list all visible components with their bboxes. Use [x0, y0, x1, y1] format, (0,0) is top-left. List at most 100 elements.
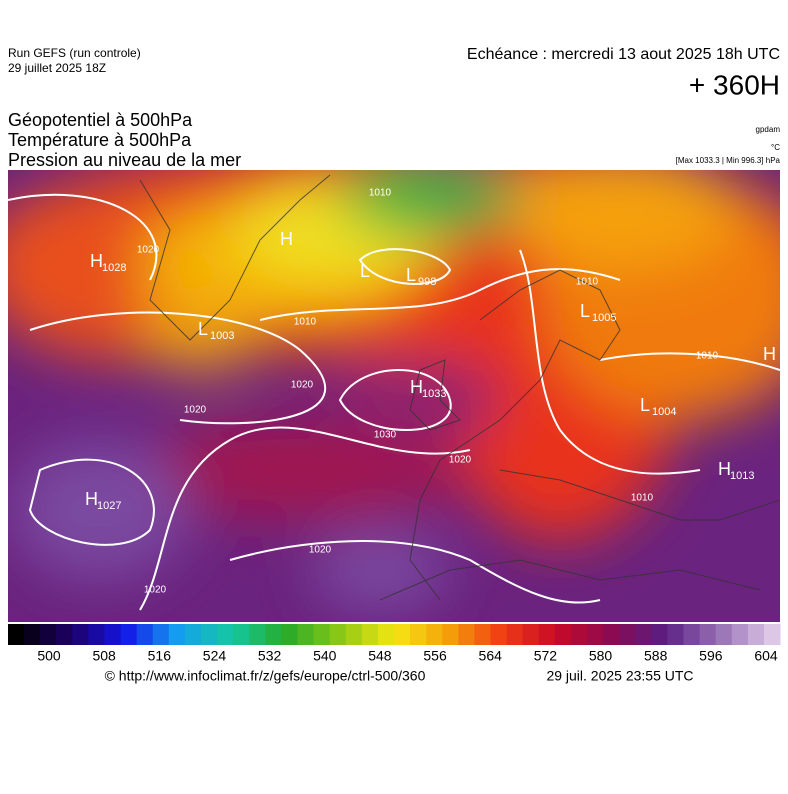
colorbar-swatch	[8, 624, 25, 645]
isobar-label: 1010	[696, 351, 719, 362]
colorbar-swatch	[506, 624, 524, 645]
colorbar-swatch	[458, 624, 475, 645]
system-label: H	[90, 251, 103, 271]
colorbar-swatch	[426, 624, 443, 645]
colorbar-swatch	[554, 624, 572, 645]
colorbar-tick-label: 516	[148, 648, 172, 664]
colorbar-swatch	[265, 624, 282, 645]
system-pressure: 1033	[422, 388, 446, 400]
colorbar-swatch	[667, 624, 684, 645]
colorbar-swatch	[329, 624, 347, 645]
system-pressure: 1003	[210, 330, 234, 342]
colorbar-swatch	[120, 624, 138, 645]
colorbar-swatch	[297, 624, 315, 645]
colorbar-swatch	[394, 624, 411, 645]
colorbar-swatch	[747, 624, 765, 645]
colorbar-swatch	[731, 624, 749, 645]
isobar-label: 1030	[374, 430, 397, 441]
colorbar-swatch	[442, 624, 459, 645]
colorbar-tick-label: 580	[589, 648, 613, 664]
colorbar-tick-label: 564	[479, 648, 503, 664]
system-label: L	[198, 319, 208, 339]
colorbar-swatch	[410, 624, 427, 645]
system-label: H	[410, 377, 423, 397]
colorbar-swatch	[152, 624, 170, 645]
colorbar-swatch	[313, 624, 331, 645]
colorbar-swatch	[635, 624, 652, 645]
colorbar-swatch	[345, 624, 363, 645]
unit: gpdam	[756, 125, 781, 134]
system-pressure: 998	[418, 276, 436, 288]
colorbar-tick-label: 556	[423, 648, 447, 664]
colorbar-tick-label: 532	[258, 648, 282, 664]
field: Géopotentiel à 500hPa	[8, 110, 193, 130]
colorbar-swatch	[56, 624, 73, 645]
colorbar-swatch	[233, 624, 250, 645]
system-label: H	[280, 229, 293, 249]
colorbar-tick-label: 596	[699, 648, 723, 664]
colorbar-swatch	[587, 624, 604, 645]
isobar-label: 1010	[294, 317, 317, 328]
colorbar-swatch	[88, 624, 105, 645]
colorbar-tick-label: 572	[534, 648, 558, 664]
isobar-label: 1010	[369, 188, 392, 199]
colorbar-tick-label: 548	[368, 648, 392, 664]
extremes: [Max 1033.3 | Min 996.3] hPa	[676, 156, 781, 165]
system-label: H	[718, 459, 731, 479]
colorbar-swatch	[168, 624, 186, 645]
system-label: H	[763, 344, 776, 364]
colorbar-swatch	[474, 624, 491, 645]
lead-time: + 360H	[689, 69, 780, 100]
colorbar-swatch	[24, 624, 41, 645]
system-label: L	[580, 301, 590, 321]
colorbar-swatch	[603, 624, 620, 645]
colorbar-tick-label: 540	[313, 648, 337, 664]
colorbar-swatch	[377, 624, 395, 645]
system-pressure: 1028	[102, 262, 126, 274]
isobar-label: 1020	[309, 545, 332, 556]
system-pressure: 1013	[730, 470, 754, 482]
colorbar-swatch	[40, 624, 57, 645]
unit: °C	[771, 143, 780, 152]
colorbar-swatch	[136, 624, 154, 645]
isobar-label: 1020	[144, 585, 167, 596]
source-url: © http://www.infoclimat.fr/z/gefs/europe…	[105, 668, 426, 684]
colorbar-swatch	[281, 624, 298, 645]
colorbar-swatch	[522, 624, 540, 645]
system-label: H	[85, 489, 98, 509]
colorbar-swatch	[570, 624, 588, 645]
colorbar-swatch	[715, 624, 733, 645]
isobar-label: 1020	[449, 455, 472, 466]
colorbar-swatch	[217, 624, 234, 645]
system-pressure: 1004	[652, 406, 676, 418]
isobar-label: 1010	[631, 493, 654, 504]
colorbar-tick-label: 500	[37, 648, 61, 664]
system-pressure: 1005	[592, 312, 616, 324]
colorbar-swatch	[249, 624, 266, 645]
colorbar-swatch	[184, 624, 202, 645]
valid-time: Echéance : mercredi 13 aout 2025 18h UTC	[467, 46, 780, 63]
system-label: L	[360, 261, 370, 281]
run-date: 29 juillet 2025 18Z	[8, 61, 106, 75]
colorbar-swatch	[619, 624, 636, 645]
colorbar-swatch	[699, 624, 717, 645]
colorbar-tick-label: 524	[203, 648, 227, 664]
colorbar-tick-label: 604	[754, 648, 778, 664]
colorbar-swatch	[651, 624, 668, 645]
colorbar-tick-label: 508	[92, 648, 116, 664]
colorbar-swatch	[361, 624, 379, 645]
colorbar-swatch	[763, 624, 781, 645]
system-label: L	[406, 265, 416, 285]
isobar-label: 1020	[137, 245, 160, 256]
isobar-label: 1010	[576, 277, 599, 288]
field: Pression au niveau de la mer	[8, 150, 241, 170]
field: Température à 500hPa	[8, 130, 192, 150]
timestamp: 29 juil. 2025 23:55 UTC	[546, 668, 693, 684]
colorbar-swatch	[683, 624, 701, 645]
map	[8, 170, 780, 622]
system-pressure: 1027	[97, 500, 121, 512]
isobar-label: 1020	[184, 405, 207, 416]
colorbar-swatch	[538, 624, 556, 645]
run: Run GEFS (run controle)	[8, 46, 141, 60]
